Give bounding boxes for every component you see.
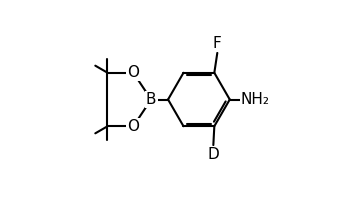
Text: O: O bbox=[127, 119, 139, 134]
Text: O: O bbox=[127, 65, 139, 80]
Text: D: D bbox=[207, 147, 219, 162]
Text: F: F bbox=[213, 36, 222, 51]
Text: B: B bbox=[146, 92, 156, 107]
Text: NH₂: NH₂ bbox=[241, 92, 270, 107]
